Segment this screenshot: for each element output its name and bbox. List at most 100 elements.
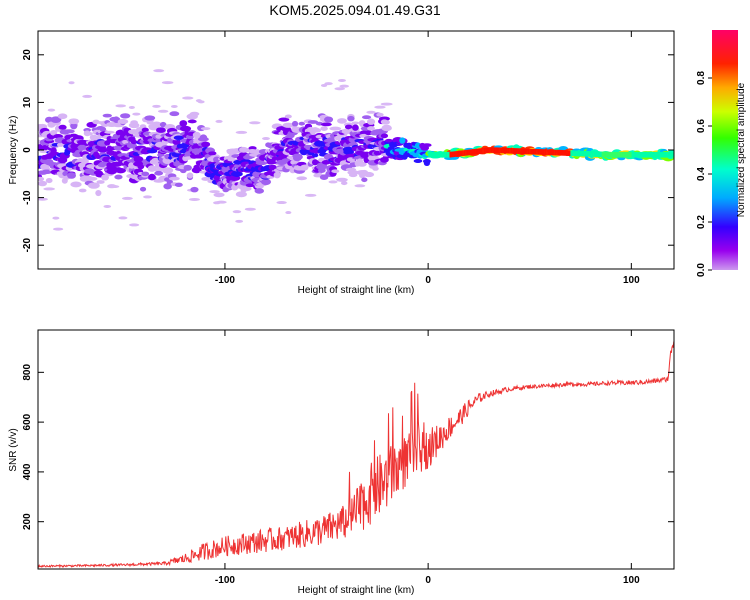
spectrogram-ridge-cell: [527, 148, 530, 155]
spectrogram-ridge-cell: [506, 147, 508, 154]
spectrogram-cell: [104, 130, 115, 134]
spectrogram-cell: [384, 138, 393, 143]
spectrogram-ridge-cell: [477, 148, 480, 155]
spectrogram-ridge-cell: [450, 151, 453, 158]
spectrogram-cell: [130, 139, 138, 145]
spectrogram-cell: [97, 147, 109, 153]
spectrogram-ridge-cell: [638, 151, 641, 158]
spectrogram-ridge-cell: [514, 148, 517, 154]
spectrogram-cell: [67, 172, 76, 179]
spectrogram-cell: [296, 154, 303, 160]
spectrogram-cell: [132, 112, 141, 116]
spectrogram-cell: [248, 146, 257, 151]
spectrogram-cell: [376, 112, 384, 117]
spectrogram-cell: [324, 116, 334, 123]
spectrogram-ridge-cell: [549, 149, 551, 156]
spectrogram-ridge-cell: [574, 150, 577, 157]
spectrogram-cell: [53, 227, 64, 231]
spectrogram-cell: [187, 119, 197, 124]
colorbar-tick-label: 0.6: [696, 119, 707, 133]
spectrogram-ridge-cell: [516, 148, 518, 154]
spectrogram-ridge-cell: [655, 151, 658, 158]
spectrogram-cell: [213, 192, 225, 198]
spectrogram-cell: [38, 180, 48, 187]
spectrogram-ridge-cell: [487, 147, 490, 153]
spectrogram-ridge-cell: [667, 151, 669, 158]
spectrogram-ridge-cell: [453, 151, 456, 157]
spectrogram-ridge-cell: [432, 151, 435, 158]
spectrogram-cell: [63, 129, 75, 134]
spectrogram-ridge-cell: [536, 148, 538, 155]
spectrogram-ridge-cell: [523, 148, 526, 155]
spectrogram-ridge-cell: [624, 151, 627, 158]
spectrogram-cell: [340, 181, 348, 186]
spectrogram-cell: [422, 143, 432, 148]
spectrogram-cell: [106, 166, 118, 171]
spectrogram-ridge-cell: [470, 149, 473, 155]
spectrogram-cell: [285, 211, 292, 215]
spectrogram-ridge-cell: [659, 151, 662, 158]
snr-x-tick-label: 100: [623, 575, 640, 586]
spectrogram-ridge-cell: [443, 151, 446, 158]
spectrogram-cell: [324, 82, 333, 86]
spectrogram-ridge-cell: [590, 151, 592, 157]
spectrogram-ridge-cell: [429, 151, 432, 158]
colorbar-gradient: [712, 30, 738, 270]
snr-y-tick-label: 600: [22, 413, 33, 430]
spectrogram-ridge-cell: [510, 147, 513, 154]
spectrogram-cell: [129, 223, 140, 227]
spectrogram-ridge-cell: [608, 151, 611, 158]
spectrogram-ridge-cell: [560, 149, 563, 156]
spectrogram-cell: [118, 216, 128, 220]
spectrogram-y-tick-label: 20: [22, 49, 33, 61]
spectrogram-ridge-cell: [462, 150, 464, 156]
spectrogram-ridge-cell: [513, 148, 516, 154]
spectrogram-ridge-cell: [571, 150, 574, 157]
spectrogram-cell: [366, 110, 376, 114]
spectrogram-ridge-cell: [640, 151, 642, 158]
spectrogram-ylabel: Frequency (Hz): [8, 116, 19, 185]
spectrogram-cell: [139, 124, 147, 129]
spectrogram-cell: [148, 173, 156, 181]
spectrogram-cell: [298, 121, 305, 126]
spectrogram-ridge-cell: [494, 147, 497, 154]
spectrogram-cell: [284, 114, 292, 119]
spectrogram-cell: [336, 177, 348, 182]
spectrogram-cell: [200, 127, 211, 131]
spectrogram-ridge-cell: [459, 150, 462, 157]
spectrogram-cell: [380, 102, 393, 106]
spectrogram-cell: [383, 120, 390, 125]
spectrogram-ridge-cell: [664, 151, 666, 158]
spectrogram-ridge-cell: [472, 149, 474, 155]
spectrogram-ridge-cell: [654, 151, 656, 158]
spectrogram-x-tick-label: -100: [215, 275, 235, 286]
spectrogram-ridge-cell: [483, 147, 486, 154]
colorbar-label: Normalized spectral amplitude: [736, 82, 747, 217]
spectrogram-ridge-cell: [469, 149, 471, 156]
spectrogram-ridge-cell: [584, 150, 587, 157]
spectrogram-ridge-cell: [452, 151, 454, 158]
spectrogram-cell: [260, 178, 272, 186]
spectrogram-ridge-cell: [529, 148, 531, 155]
spectrogram-cell: [186, 172, 194, 179]
snr-xlabel: Height of straight line (km): [298, 585, 415, 596]
spectrogram-y-tick-label: -10: [22, 190, 33, 205]
spectrogram-ridge-cell: [665, 151, 668, 158]
spectrogram-cell: [52, 216, 60, 220]
spectrogram-cell: [357, 161, 367, 167]
spectrogram-cell: [173, 135, 184, 141]
spectrogram-ridge-cell: [456, 150, 459, 157]
spectrogram-ridge-cell: [618, 151, 621, 158]
colorbar-ticks: 0.0 0.2 0.4 0.6 0.8: [696, 71, 712, 277]
spectrogram-cell: [168, 176, 180, 181]
spectrogram-ridge-cell: [497, 147, 500, 154]
spectrogram-ridge-cell: [601, 151, 604, 158]
spectrogram-ridge-cell: [611, 151, 614, 158]
spectrogram-cell: [231, 171, 243, 177]
spectrogram-ridge-cell: [524, 148, 527, 155]
spectrogram-ridge-cell: [544, 149, 547, 156]
spectrogram-ridge-cell: [531, 148, 534, 155]
spectrogram-cell: [103, 204, 112, 208]
